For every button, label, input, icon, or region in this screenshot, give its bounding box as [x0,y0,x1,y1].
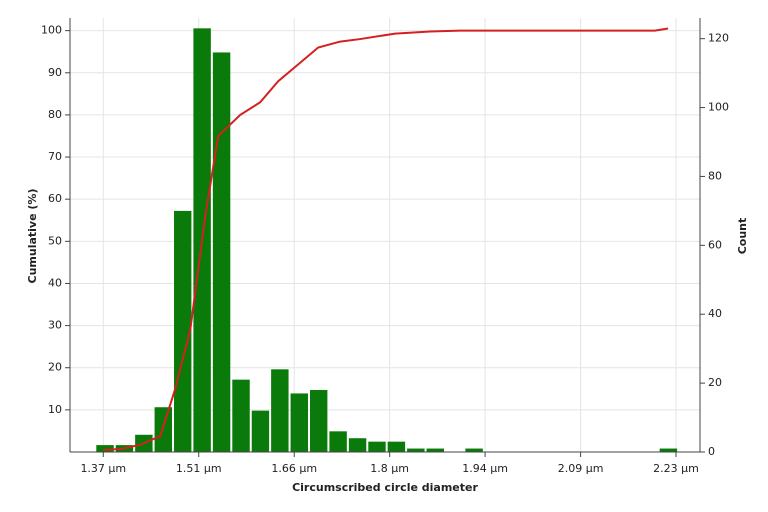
y2-tick-label: 40 [708,307,722,320]
bar [465,448,483,452]
x-tick-label: 2.09 µm [558,462,604,475]
y-tick-label: 100 [41,24,62,37]
bar [329,431,347,452]
y-tick-label: 40 [48,276,62,289]
bar [407,448,425,452]
bar [310,390,328,452]
x-tick-label: 1.51 µm [176,462,222,475]
bar [659,448,678,452]
y2-tick-label: 80 [708,169,722,182]
y-tick-label: 50 [48,234,62,247]
bar [232,379,250,452]
cumulative-line [103,27,669,451]
bar [426,448,445,452]
x-tick-label: 1.37 µm [80,462,126,475]
x-tick-label: 1.66 µm [271,462,317,475]
y2-tick-label: 100 [708,101,729,114]
y-tick-label: 80 [48,108,62,121]
y-tick-label: 70 [48,150,62,163]
y-tick-label: 30 [48,319,62,332]
y2-tick-label: 0 [708,445,715,458]
x-tick-label: 1.8 µm [370,462,409,475]
y2-axis-label: Count [736,218,749,255]
bar [251,410,270,452]
y-axis-label: Cumulative (%) [26,189,39,284]
bar [96,445,114,452]
y2-tick-label: 20 [708,376,722,389]
y-tick-label: 90 [48,66,62,79]
bar [174,210,192,452]
x-axis-label: Circumscribed circle diameter [292,481,478,494]
y2-tick-label: 60 [708,238,722,251]
bar [212,52,231,452]
y-tick-label: 20 [48,361,62,374]
y-tick-label: 60 [48,192,62,205]
bar [368,441,386,452]
bar [387,441,406,452]
y-tick-label: 10 [48,403,62,416]
y2-tick-label: 120 [708,32,729,45]
x-tick-label: 2.23 µm [653,462,699,475]
x-tick-label: 1.94 µm [462,462,508,475]
bar [290,393,309,452]
bar [271,369,289,452]
bar [348,438,367,452]
